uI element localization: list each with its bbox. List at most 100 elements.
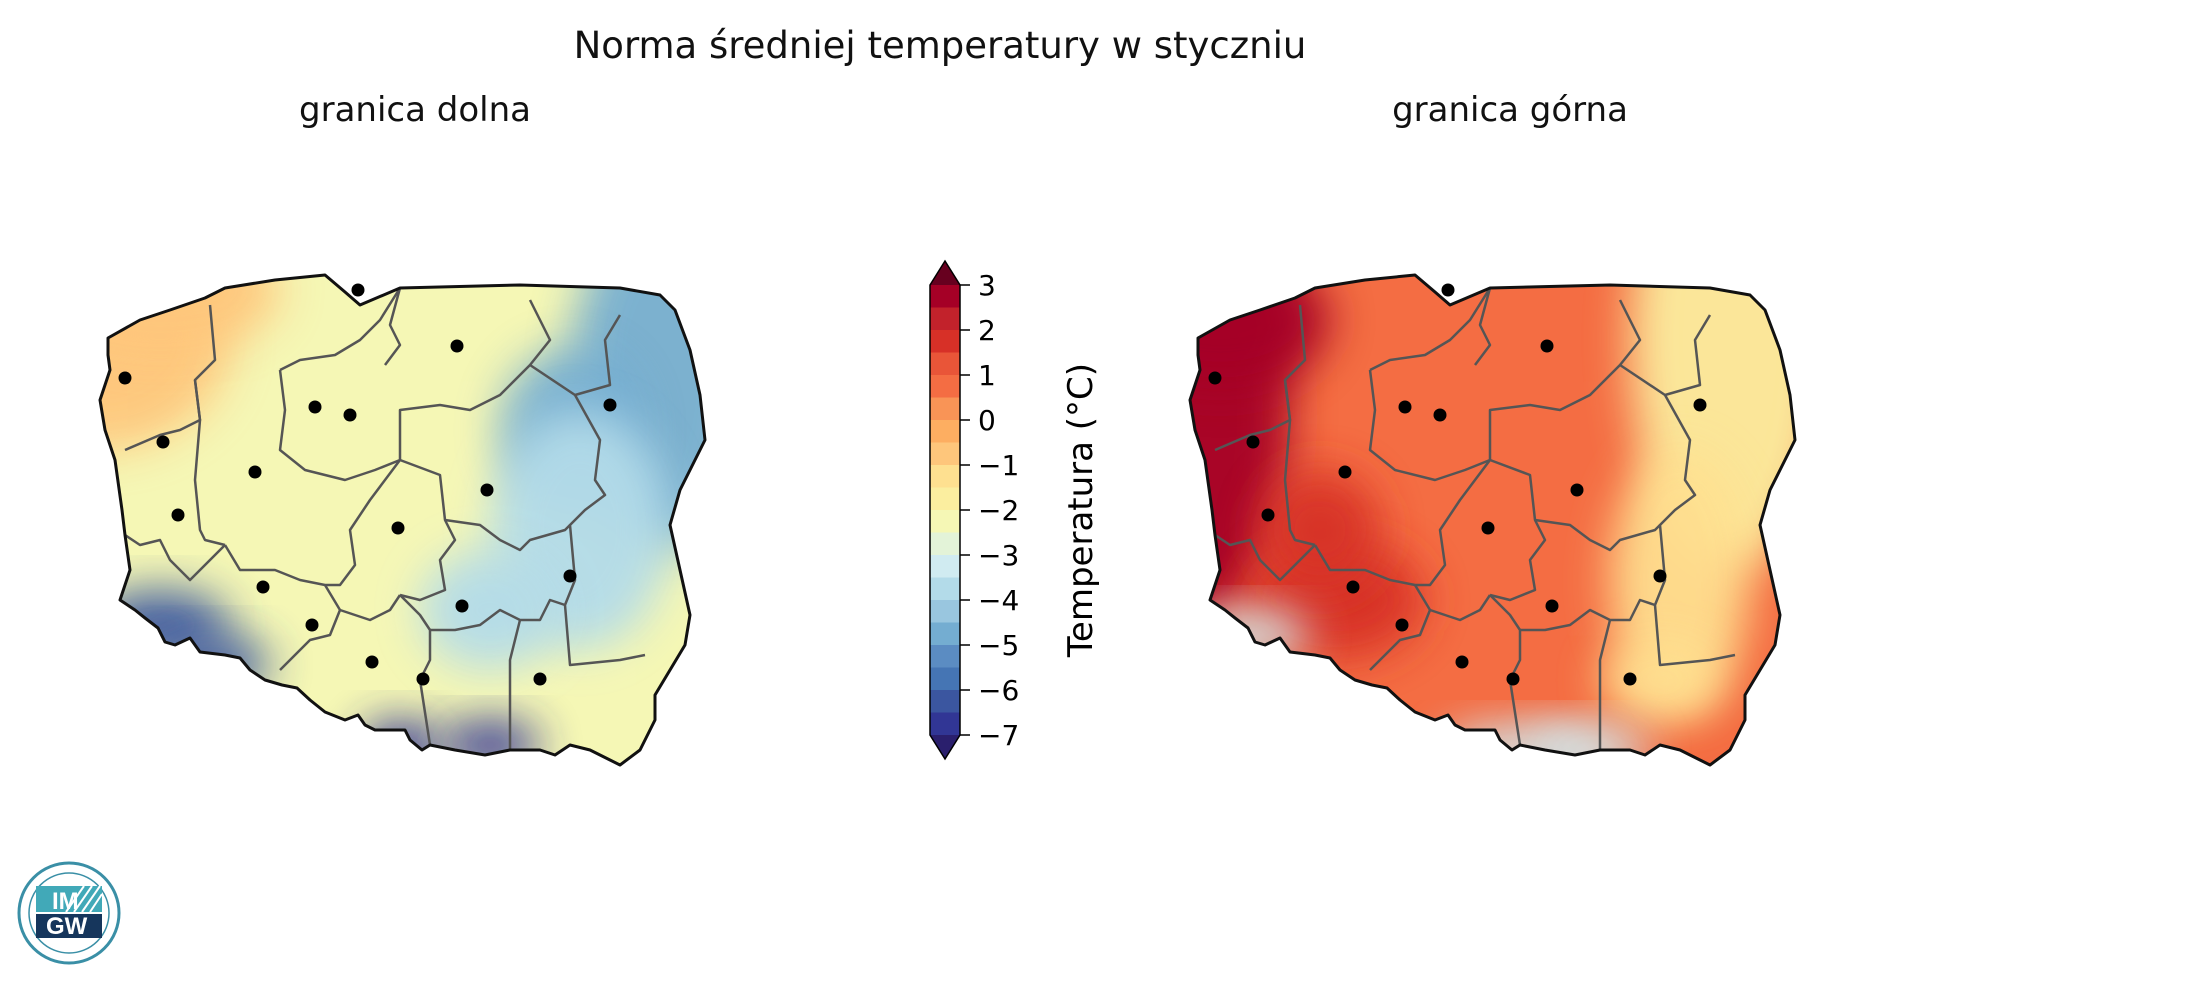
city-marker-łódź <box>1481 521 1495 535</box>
colorbar-segment <box>930 352 960 376</box>
city-marker-lublin <box>563 569 577 583</box>
colorbar-segment <box>930 465 960 488</box>
voivodeship-border <box>1488 299 1642 460</box>
subtitle-lower-bound: granica dolna <box>299 90 531 130</box>
city-marker-kraków <box>416 672 430 686</box>
voivodeship-border <box>1313 459 1491 587</box>
city-marker-wrocław <box>1346 580 1360 594</box>
city-marker-olsztyn <box>450 339 464 353</box>
voivodeship-border <box>1474 287 1492 366</box>
colorbar-segment <box>930 645 960 668</box>
temperature-anomaly-region <box>100 275 280 350</box>
city-marker-opole <box>305 618 319 632</box>
voivodeship-border <box>1489 458 1547 602</box>
voivodeship-border <box>1283 379 1316 547</box>
voivodeship-border <box>279 584 342 671</box>
city-marker-gdańsk <box>1441 283 1455 297</box>
temperature-anomaly-region <box>440 720 540 765</box>
colorbar-segment <box>930 420 960 443</box>
temperature-colorbar: 3 2 1 0 −1 −2 −3 −4 −5 −6 −7 Temperatura (°C) <box>929 259 1101 761</box>
imgw-logo: IM GW <box>17 861 121 965</box>
voivodeship-border <box>384 287 402 366</box>
colorbar-segment <box>930 532 960 556</box>
voivodeship-border <box>1368 369 1491 482</box>
logo-text-top: IM <box>52 888 79 915</box>
voivodeship-border <box>279 287 402 372</box>
voivodeship-border <box>1369 584 1432 671</box>
colorbar-tick-label: −5 <box>978 629 1019 662</box>
voivodeship-border <box>444 518 571 552</box>
voivodeship-border <box>1214 533 1316 582</box>
voivodeship-border <box>278 369 401 482</box>
city-marker-zielona-góra <box>171 508 185 522</box>
voivodeship-border <box>1619 314 1712 397</box>
voivodeship-border <box>1489 594 1522 746</box>
city-marker-gorzów-wlkp- <box>1246 435 1260 449</box>
voivodeship-border <box>508 619 522 750</box>
city-marker-bydgoszcz <box>308 400 322 414</box>
city-marker-warszawa <box>1570 483 1584 497</box>
city-marker-szczecin <box>118 371 132 385</box>
map-lower-bound <box>98 273 707 767</box>
colorbar-segment <box>930 667 960 691</box>
country-outline <box>98 273 707 767</box>
subtitle-upper-bound: granica górna <box>1392 90 1628 130</box>
city-marker-toruń <box>343 408 357 422</box>
city-marker-białystok <box>603 398 617 412</box>
city-marker-kielce <box>1545 599 1559 613</box>
city-marker-łódź <box>391 521 405 535</box>
colorbar-extend-max <box>930 261 960 285</box>
city-marker-poznań <box>1338 465 1352 479</box>
map-upper-bound <box>1188 273 1797 767</box>
temperature-anomaly-region <box>1260 470 1380 590</box>
temperature-anomaly-region <box>1600 640 1720 720</box>
city-marker-bydgoszcz <box>1398 400 1412 414</box>
colorbar-segment <box>930 487 960 511</box>
city-marker-katowice <box>365 655 379 669</box>
city-marker-gorzów-wlkp- <box>156 435 170 449</box>
colorbar-tick-label: −6 <box>978 674 1019 707</box>
voivodeship-border <box>193 379 226 547</box>
colorbar-segment <box>930 307 960 331</box>
colorbar-segment <box>930 555 960 578</box>
temperature-anomaly-region <box>420 550 560 670</box>
voivodeship-border <box>529 314 622 397</box>
voivodeship-border <box>430 598 566 632</box>
voivodeship-border <box>223 459 401 587</box>
voivodeship-border <box>399 594 432 746</box>
country-outline <box>1188 273 1797 767</box>
colorbar-segment <box>930 712 960 736</box>
city-marker-kielce <box>455 599 469 613</box>
city-marker-poznań <box>248 465 262 479</box>
city-marker-kraków <box>1506 672 1520 686</box>
voivodeship-border <box>1534 518 1661 552</box>
voivodeship-border <box>1520 598 1656 632</box>
voivodeship-border <box>124 533 226 582</box>
city-marker-gdańsk <box>351 283 365 297</box>
city-marker-rzeszów <box>1623 672 1637 686</box>
colorbar-tick-label: 1 <box>978 359 996 392</box>
city-marker-opole <box>1395 618 1409 632</box>
voivodeship-border <box>1369 287 1492 372</box>
colorbar-tick-label: 2 <box>978 314 996 347</box>
logo-text-bottom: GW <box>46 913 88 940</box>
city-marker-toruń <box>1433 408 1447 422</box>
colorbar-tick-label: 0 <box>978 404 996 437</box>
colorbar-segment <box>930 577 960 601</box>
colorbar-segment <box>930 600 960 623</box>
city-marker-katowice <box>1455 655 1469 669</box>
colorbar-segment <box>930 375 960 398</box>
voivodeship-border <box>1598 619 1612 750</box>
city-marker-szczecin <box>1208 371 1222 385</box>
colorbar-tick-label: −2 <box>978 494 1019 527</box>
colorbar-tick-label: 3 <box>978 269 996 302</box>
city-marker-wrocław <box>256 580 270 594</box>
voivodeship-border <box>399 458 457 602</box>
chart-title: Norma średniej temperatury w styczniu <box>573 24 1307 67</box>
colorbar-label: Temperatura (°C) <box>1061 363 1101 658</box>
city-marker-warszawa <box>480 483 494 497</box>
voivodeship-border <box>339 594 402 622</box>
city-marker-olsztyn <box>1540 339 1554 353</box>
colorbar-segment <box>930 690 960 713</box>
colorbar-segment <box>930 442 960 466</box>
